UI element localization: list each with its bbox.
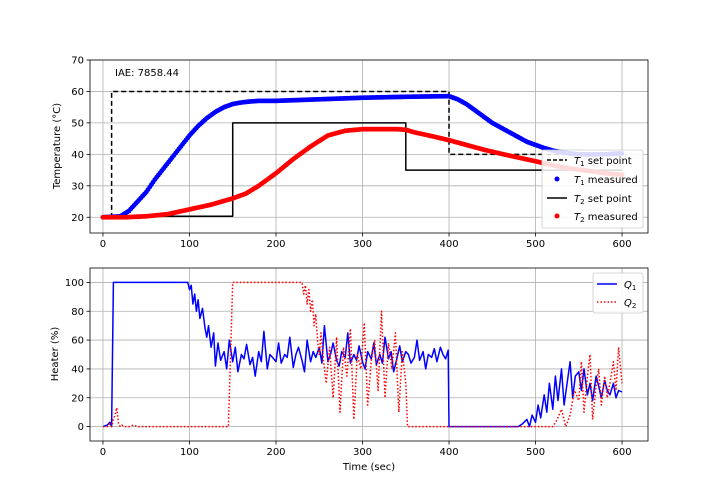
- temperature-axes-frame: [89, 59, 649, 234]
- x-tick-label: 100: [180, 239, 199, 250]
- heater-ticks: 0 100 200 300 400 500 600 0 20 40 60 80 100: [65, 278, 632, 458]
- x-tick-label: 0: [100, 447, 106, 458]
- legend-q1: Q1: [624, 280, 636, 292]
- series-t1-set-point: [103, 90, 622, 219]
- x-tick-label: 500: [526, 239, 545, 250]
- y-tick-label: 60: [71, 87, 84, 98]
- legend-q2: Q2: [624, 298, 636, 310]
- heater-axes-frame: [89, 267, 649, 442]
- y-tick-label: 100: [65, 278, 84, 289]
- x-tick-label: 600: [612, 447, 631, 458]
- y-tick-label: 40: [71, 364, 84, 375]
- y-tick-label: 30: [71, 181, 84, 192]
- x-tick-label: 400: [439, 239, 458, 250]
- series-t2-set-point: [103, 122, 622, 218]
- x-tick-label: 400: [439, 447, 458, 458]
- legend-t1-measured-swatch: [554, 176, 560, 182]
- heater-xlabel: Time (sec): [342, 462, 395, 473]
- legend-t2-setpoint: T2 set point: [574, 194, 632, 206]
- y-tick-label: 20: [71, 393, 84, 404]
- legend-t1-setpoint: T1 set point: [574, 156, 632, 168]
- temperature-ticks: 0 100 200 300 400 500 600 20 30 40 50 60 70: [71, 56, 631, 251]
- x-tick-label: 600: [612, 239, 631, 250]
- x-tick-label: 300: [353, 239, 372, 250]
- legend-t2-measured: T2 measured: [574, 212, 638, 224]
- y-tick-label: 40: [71, 150, 84, 161]
- heater-legend: Q1 Q2: [592, 272, 644, 314]
- legend-t2-measured-swatch: [554, 213, 560, 219]
- x-tick-label: 200: [266, 239, 285, 250]
- temperature-panel: 0 100 200 300 400 500 600 20 30 40 50 60 70 IAE: 785…: [52, 56, 649, 251]
- x-tick-label: 500: [526, 447, 545, 458]
- y-tick-label: 60: [71, 336, 84, 347]
- iae-annotation: IAE: 7858.44: [115, 68, 179, 79]
- heater-panel: 0 100 200 300 400 500 600 0 20 40 60 80 100 Heater (…: [50, 267, 649, 473]
- heater-series: [102, 281, 623, 428]
- y-tick-label: 50: [71, 118, 84, 129]
- x-tick-label: 0: [100, 239, 106, 250]
- temperature-ylabel: Temperature (°C): [52, 103, 63, 190]
- heater-ylabel: Heater (%): [50, 327, 61, 382]
- temperature-legend: T1 set point T1 measured T2 set point T2…: [541, 149, 644, 229]
- y-tick-label: 20: [71, 213, 84, 224]
- series-q2: [103, 281, 623, 428]
- x-tick-label: 300: [353, 447, 372, 458]
- legend-t1-measured: T1 measured: [574, 175, 638, 187]
- x-tick-label: 100: [180, 447, 199, 458]
- series-q1: [102, 281, 623, 428]
- y-tick-label: 70: [71, 56, 84, 67]
- x-tick-label: 200: [266, 447, 285, 458]
- y-tick-label: 0: [78, 422, 84, 433]
- y-tick-label: 80: [71, 307, 84, 318]
